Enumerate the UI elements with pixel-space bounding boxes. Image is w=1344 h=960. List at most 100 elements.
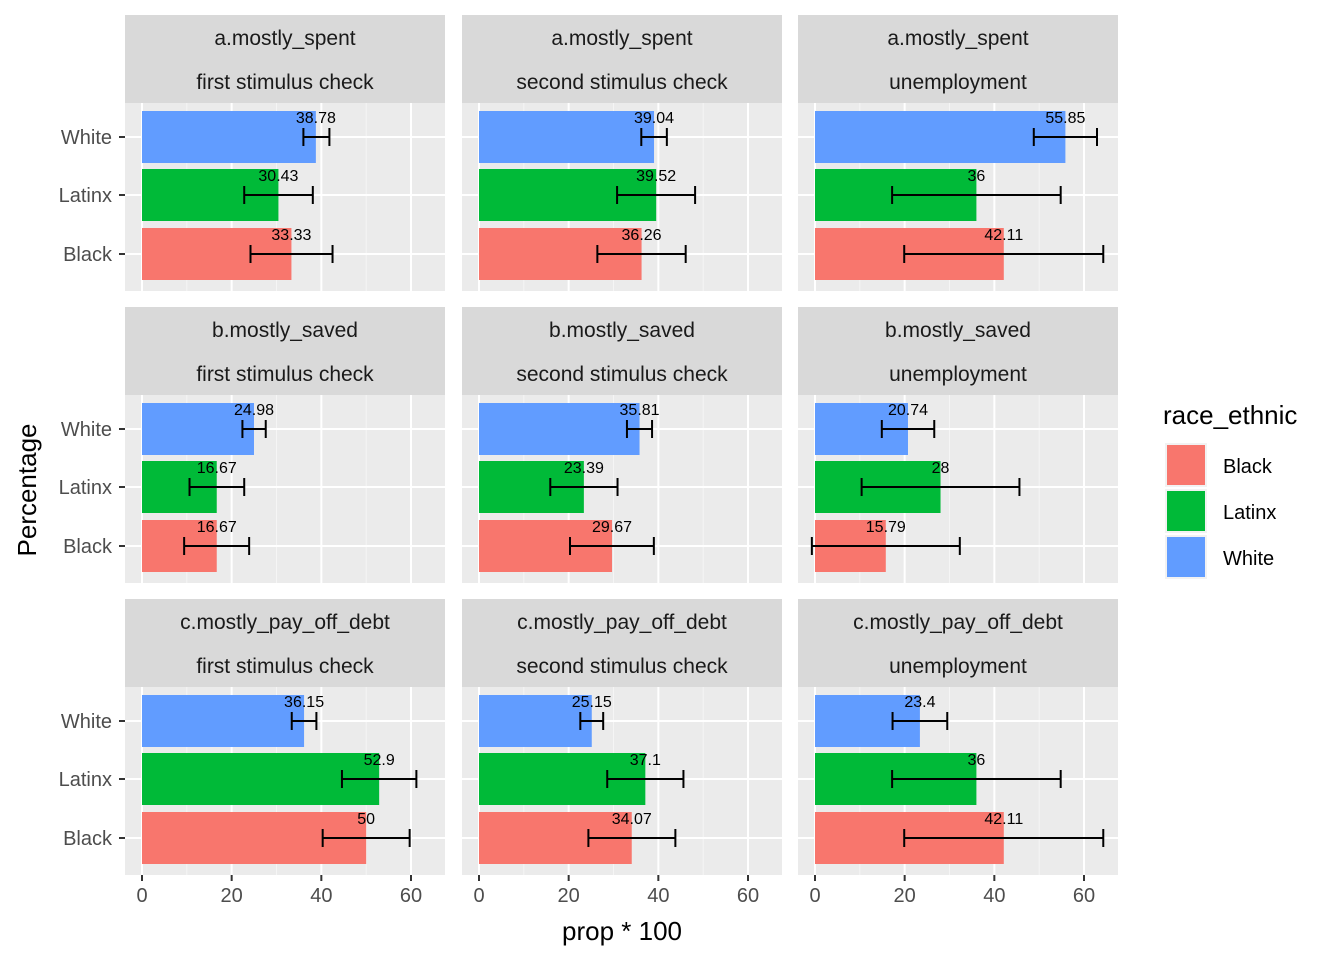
strip-label-row: c.mostly_pay_off_debt bbox=[853, 611, 1063, 634]
strip-col-background bbox=[798, 643, 1118, 687]
legend-swatch-latinx bbox=[1167, 491, 1205, 531]
x-tick-label: 60 bbox=[737, 885, 759, 907]
bar-white bbox=[142, 403, 254, 455]
strip-label-col: unemployment bbox=[889, 71, 1027, 94]
strip-label-row: b.mostly_saved bbox=[212, 319, 358, 342]
bar-white bbox=[479, 111, 655, 163]
x-axis-title: prop * 100 bbox=[562, 916, 682, 946]
y-tick-label: Black bbox=[63, 536, 113, 558]
data-label: 30.43 bbox=[258, 168, 298, 185]
strip-label-col: unemployment bbox=[889, 655, 1027, 678]
strip-row-background bbox=[462, 307, 782, 351]
x-tick-label: 60 bbox=[1073, 885, 1095, 907]
x-tick-label: 60 bbox=[400, 885, 422, 907]
bar-white bbox=[815, 111, 1066, 163]
bar-latinx bbox=[142, 753, 380, 805]
y-tick-label: Black bbox=[63, 244, 113, 266]
x-tick-label: 20 bbox=[558, 885, 580, 907]
data-label: 36.26 bbox=[622, 227, 662, 244]
strip-row-background bbox=[798, 307, 1118, 351]
x-tick-label: 40 bbox=[983, 885, 1005, 907]
data-label: 33.33 bbox=[271, 227, 311, 244]
data-label: 29.67 bbox=[592, 519, 632, 536]
y-tick-label: Latinx bbox=[59, 477, 112, 499]
strip-label-row: b.mostly_saved bbox=[885, 319, 1031, 342]
strip-col-background bbox=[798, 59, 1118, 103]
data-label: 36 bbox=[968, 752, 986, 769]
strip-label-col: first stimulus check bbox=[196, 71, 374, 94]
strip-label-row: a.mostly_spent bbox=[551, 27, 692, 50]
data-label: 42.11 bbox=[984, 227, 1023, 244]
bar-white bbox=[479, 695, 592, 747]
data-label: 24.98 bbox=[234, 402, 274, 419]
legend-label: White bbox=[1223, 548, 1274, 570]
x-tick-label: 20 bbox=[221, 885, 243, 907]
data-label: 16.67 bbox=[197, 460, 237, 477]
data-label: 23.4 bbox=[904, 694, 935, 711]
strip-col-background bbox=[462, 643, 782, 687]
data-label: 15.79 bbox=[866, 519, 906, 536]
bar-white bbox=[479, 403, 640, 455]
x-tick-label: 40 bbox=[310, 885, 332, 907]
x-tick-label: 20 bbox=[894, 885, 916, 907]
data-label: 39.04 bbox=[634, 110, 674, 127]
data-label: 42.11 bbox=[984, 811, 1023, 828]
data-label: 35.81 bbox=[620, 402, 660, 419]
data-label: 28 bbox=[932, 460, 950, 477]
strip-row-background bbox=[125, 307, 445, 351]
data-label: 38.78 bbox=[296, 110, 336, 127]
strip-row-background bbox=[798, 599, 1118, 643]
bar-white bbox=[142, 695, 305, 747]
strip-label-row: a.mostly_spent bbox=[214, 27, 355, 50]
data-label: 55.85 bbox=[1045, 110, 1085, 127]
strip-col-background bbox=[125, 643, 445, 687]
y-tick-label: Black bbox=[63, 828, 113, 850]
legend-swatch-white bbox=[1167, 537, 1205, 577]
strip-label-col: first stimulus check bbox=[196, 363, 374, 386]
x-tick-label: 40 bbox=[647, 885, 669, 907]
data-label: 36.15 bbox=[284, 694, 324, 711]
facet-panel-c-mostly-pay-off-debt-unemployment: c.mostly_pay_off_debt unemployment 23.4 36 4… bbox=[798, 599, 1118, 907]
strip-row-background bbox=[125, 15, 445, 59]
y-tick-label: White bbox=[61, 419, 112, 441]
x-tick-label: 0 bbox=[136, 885, 147, 907]
data-label: 36 bbox=[968, 168, 986, 185]
y-tick-label: White bbox=[61, 711, 112, 733]
x-tick-label: 0 bbox=[809, 885, 820, 907]
strip-label-col: second stimulus check bbox=[516, 71, 728, 94]
strip-col-background bbox=[125, 351, 445, 395]
legend-title: race_ethnic bbox=[1163, 400, 1297, 430]
strip-label-row: a.mostly_spent bbox=[887, 27, 1028, 50]
data-label: 34.07 bbox=[612, 811, 652, 828]
legend-label: Black bbox=[1223, 456, 1273, 478]
strip-col-background bbox=[462, 351, 782, 395]
facet-panel-a-mostly-spent-unemployment: a.mostly_spent unemployment 55.85 36 42.11 bbox=[798, 15, 1118, 291]
strip-label-col: first stimulus check bbox=[196, 655, 374, 678]
strip-label-row: b.mostly_saved bbox=[549, 319, 695, 342]
strip-label-col: second stimulus check bbox=[516, 363, 728, 386]
strip-label-col: second stimulus check bbox=[516, 655, 728, 678]
y-tick-label: Latinx bbox=[59, 185, 112, 207]
strip-row-background bbox=[125, 599, 445, 643]
data-label: 25.15 bbox=[572, 694, 612, 711]
data-label: 39.52 bbox=[636, 168, 676, 185]
bar-white bbox=[142, 111, 316, 163]
legend: race_ethnic Black Latinx White bbox=[1163, 400, 1297, 579]
legend-swatch-black bbox=[1167, 445, 1205, 485]
strip-col-background bbox=[125, 59, 445, 103]
data-label: 37.1 bbox=[630, 752, 661, 769]
y-tick-label: Latinx bbox=[59, 769, 112, 791]
strip-label-row: c.mostly_pay_off_debt bbox=[517, 611, 727, 634]
data-label: 16.67 bbox=[197, 519, 237, 536]
strip-row-background bbox=[798, 15, 1118, 59]
y-tick-label: White bbox=[61, 127, 112, 149]
facet-panel-b-mostly-saved-unemployment: b.mostly_saved unemployment 20.74 28 15.79 bbox=[798, 307, 1118, 583]
data-label: 20.74 bbox=[888, 402, 928, 419]
